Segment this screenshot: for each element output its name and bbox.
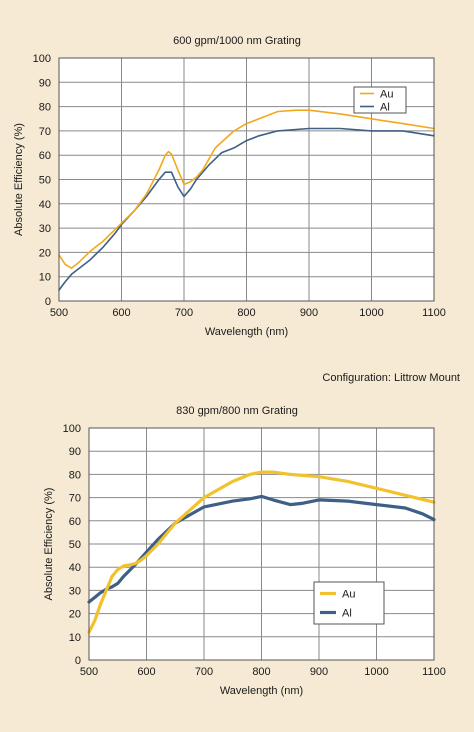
y-axis-label: Absolute Efficiency (%) xyxy=(13,123,25,236)
chart-1: 500 600 700 800 900 1000 1100 0 10 20 30 40 50 60 70 80… xyxy=(13,53,446,338)
x-tick-label: 500 xyxy=(80,666,98,678)
y-tick-label: 80 xyxy=(69,469,81,481)
legend-box xyxy=(353,86,407,114)
legend-label-au: Au xyxy=(380,89,393,101)
x-tick-label: 900 xyxy=(300,307,318,319)
series-line-au xyxy=(87,470,436,634)
y-tick-label: 10 xyxy=(39,272,51,284)
y-tick-label: 100 xyxy=(63,423,81,435)
y-tick-label: 70 xyxy=(69,493,81,505)
y-tick-label: 90 xyxy=(39,77,51,89)
y-tick-label: 30 xyxy=(69,585,81,597)
x-axis-label: Wavelength (nm) xyxy=(205,326,288,338)
y-tick-label: 60 xyxy=(39,150,51,162)
legend-label-al: Al xyxy=(342,608,352,620)
legend-label-au: Au xyxy=(342,589,355,601)
series-line-au xyxy=(58,109,435,269)
series-line-al xyxy=(87,494,436,604)
x-tick-label: 1100 xyxy=(422,666,446,678)
y-axis-label: Absolute Efficiency (%) xyxy=(43,488,55,601)
legend-box xyxy=(313,581,385,625)
y-tick-label: 80 xyxy=(39,102,51,114)
y-tick-label: 10 xyxy=(69,632,81,644)
x-tick-label: 900 xyxy=(310,666,328,678)
y-tick-label: 50 xyxy=(69,539,81,551)
x-tick-label: 1000 xyxy=(364,666,388,678)
y-tick-label: 90 xyxy=(69,446,81,458)
series-line-al xyxy=(58,127,435,291)
y-tick-label: 0 xyxy=(75,655,81,667)
x-tick-label: 700 xyxy=(195,666,213,678)
x-tick-label: 600 xyxy=(137,666,155,678)
y-tick-label: 100 xyxy=(33,53,51,65)
y-tick-label: 30 xyxy=(39,223,51,235)
y-tick-label: 40 xyxy=(69,562,81,574)
plot-border xyxy=(88,427,435,661)
y-tick-label: 40 xyxy=(39,199,51,211)
chart-2-title: 830 gpm/800 nm Grating xyxy=(176,405,298,417)
plot-border xyxy=(58,57,435,302)
legend-label-al: Al xyxy=(380,102,390,114)
configuration-note: Configuration: Littrow Mount xyxy=(322,372,460,384)
x-tick-label: 800 xyxy=(252,666,270,678)
y-tick-label: 70 xyxy=(39,126,51,138)
x-tick-label: 700 xyxy=(175,307,193,319)
chart-1-title: 600 gpm/1000 nm Grating xyxy=(173,35,301,47)
x-tick-label: 800 xyxy=(237,307,255,319)
y-tick-label: 50 xyxy=(39,175,51,187)
x-tick-label: 1100 xyxy=(422,307,446,319)
x-tick-label: 500 xyxy=(50,307,68,319)
y-tick-label: 60 xyxy=(69,516,81,528)
x-tick-label: 1000 xyxy=(359,307,383,319)
x-axis-label: Wavelength (nm) xyxy=(220,685,303,697)
x-tick-label: 600 xyxy=(112,307,130,319)
y-tick-label: 20 xyxy=(69,609,81,621)
y-tick-label: 0 xyxy=(45,296,51,308)
y-tick-label: 20 xyxy=(39,247,51,259)
